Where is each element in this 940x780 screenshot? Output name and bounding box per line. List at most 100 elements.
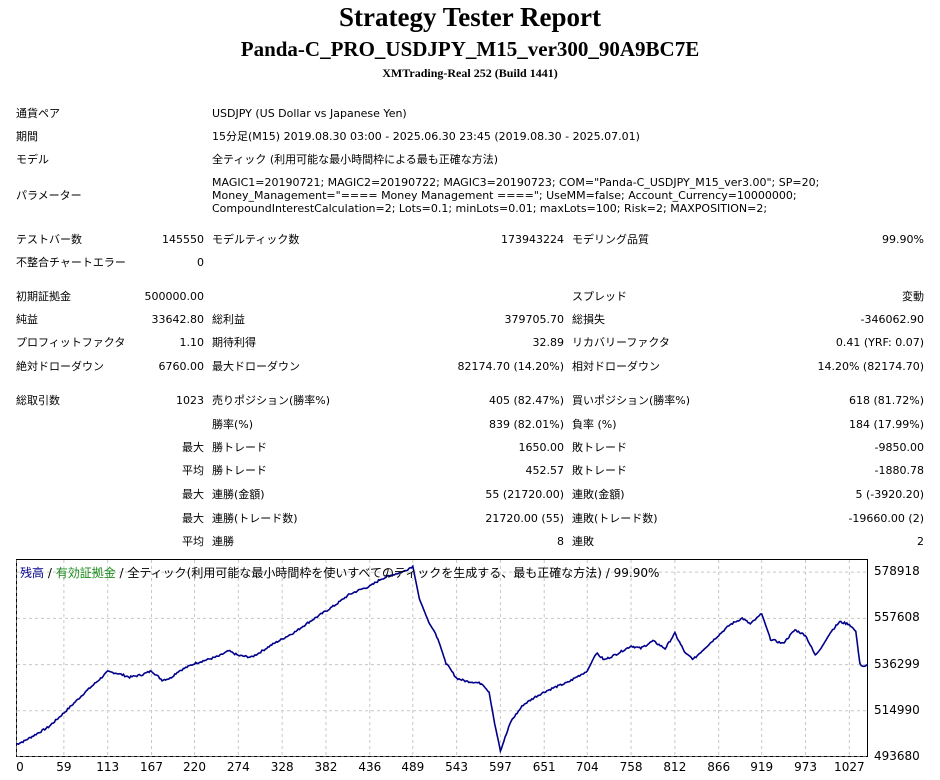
legend-balance: 残高 bbox=[20, 566, 45, 580]
x-tick-label: 167 bbox=[140, 760, 163, 774]
pf-label: プロフィットファクタ bbox=[16, 336, 126, 349]
x-tick-label: 543 bbox=[445, 760, 469, 774]
chart-frame bbox=[16, 559, 868, 757]
gross-loss-label: 総損失 bbox=[572, 313, 605, 326]
ticks-label: モデルティック数 bbox=[212, 233, 300, 246]
mismatch-value: 0 bbox=[197, 256, 204, 269]
loss-pct-value: 184 (17.99%) bbox=[848, 418, 924, 431]
x-tick-label: 436 bbox=[358, 760, 382, 774]
max-label-2: 最大 bbox=[182, 488, 204, 501]
x-tick-label: 651 bbox=[532, 760, 556, 774]
x-tick-label: 758 bbox=[619, 760, 643, 774]
deposit-label: 初期証拠金 bbox=[16, 290, 71, 303]
pair-label: 通貨ペア bbox=[16, 107, 60, 120]
avg-cons-win-value: 8 bbox=[557, 535, 564, 548]
max-label-3: 最大 bbox=[182, 512, 204, 525]
pair-value: USDJPY (US Dollar vs Japanese Yen) bbox=[212, 107, 407, 120]
recovery-label: リカバリーファクタ bbox=[572, 336, 670, 349]
y-tick-label: 578918 bbox=[874, 564, 920, 579]
cons-loss-money-label: 連敗(金額) bbox=[572, 488, 625, 501]
abs-dd-value: 6760.00 bbox=[158, 360, 205, 373]
x-tick-label: 919 bbox=[750, 760, 774, 774]
ticks-value: 173943224 bbox=[501, 233, 564, 246]
win-pct-label: 勝率(%) bbox=[212, 418, 254, 431]
x-tick-label: 59 bbox=[56, 760, 72, 774]
cons-loss-money-value: 5 (-3920.20) bbox=[855, 488, 924, 501]
spread-label: スプレッド bbox=[572, 290, 627, 303]
x-tick-label: 866 bbox=[707, 760, 731, 774]
cons-win-money-label: 連勝(金額) bbox=[212, 488, 265, 501]
expected-value: 32.89 bbox=[532, 336, 565, 349]
x-tick-label: 113 bbox=[96, 760, 120, 774]
period-value: 15分足(M15) 2019.08.30 03:00 - 2025.06.30 … bbox=[212, 130, 640, 143]
avg-label: 平均 bbox=[182, 464, 204, 477]
params-label: パラメーター bbox=[16, 189, 82, 202]
bars-label: テストバー数 bbox=[16, 233, 82, 246]
y-tick-label: 536299 bbox=[874, 656, 920, 671]
cons-win-trades-value: 21720.00 (55) bbox=[485, 512, 564, 525]
legend-rest: / 全ティック(利用可能な最小時間枠を使いすべてのティックを生成する、最も正確な… bbox=[115, 566, 660, 580]
x-tick-label: 489 bbox=[401, 760, 425, 774]
deposit-value: 500000.00 bbox=[144, 290, 205, 303]
x-tick-label: 382 bbox=[314, 760, 338, 774]
cons-win-money-value: 55 (21720.00) bbox=[485, 488, 564, 501]
avg-label-2: 平均 bbox=[182, 535, 204, 548]
quality-value: 99.90% bbox=[882, 233, 924, 246]
bars-value: 145550 bbox=[162, 233, 204, 246]
x-tick-label: 328 bbox=[270, 760, 294, 774]
long-label: 買いポジション(勝率%) bbox=[572, 394, 691, 407]
avg-win-label: 勝トレード bbox=[212, 464, 267, 477]
max-dd-label: 最大ドローダウン bbox=[212, 360, 300, 373]
x-tick-label: 0 bbox=[16, 760, 24, 774]
rel-dd-label: 相対ドローダウン bbox=[572, 360, 660, 373]
max-dd-value: 82174.70 (14.20%) bbox=[457, 360, 564, 373]
params-value: MAGIC1=20190721; MAGIC2=20190722; MAGIC3… bbox=[212, 176, 820, 215]
y-tick-label: 557608 bbox=[874, 610, 920, 625]
trades-label: 総取引数 bbox=[16, 394, 60, 407]
pf-value: 1.10 bbox=[179, 336, 205, 349]
gross-loss-value: -346062.90 bbox=[860, 313, 924, 326]
trades-value: 1023 bbox=[176, 394, 204, 407]
legend-equity: 有効証拠金 bbox=[55, 566, 116, 580]
y-tick-label: 493680 bbox=[874, 749, 920, 763]
recovery-value: 0.41 (YRF: 0.07) bbox=[835, 336, 924, 349]
avg-cons-loss-value: 2 bbox=[917, 535, 924, 548]
legend-sep: / bbox=[44, 566, 56, 580]
avg-cons-loss-label: 連敗 bbox=[572, 535, 594, 548]
report-title: Strategy Tester Report bbox=[339, 2, 601, 32]
x-tick-label: 812 bbox=[663, 760, 687, 774]
net-value: 33642.80 bbox=[151, 313, 205, 326]
abs-dd-label: 絶対ドローダウン bbox=[16, 360, 104, 373]
report-subtitle: Panda-C_PRO_USDJPY_M15_ver300_90A9BC7E bbox=[240, 37, 700, 61]
x-tick-label: 597 bbox=[488, 760, 512, 774]
max-label: 最大 bbox=[182, 441, 204, 454]
spread-value: 変動 bbox=[902, 290, 924, 303]
model-value: 全ティック (利用可能な最小時間枠による最も正確な方法) bbox=[212, 153, 499, 166]
chart-legend: 残高 / 有効証拠金 / 全ティック(利用可能な最小時間枠を使いすべてのティック… bbox=[20, 564, 659, 581]
x-tick-label: 1027 bbox=[834, 760, 865, 774]
max-win-value: 1650.00 bbox=[518, 441, 565, 454]
gross-profit-value: 379705.70 bbox=[504, 313, 565, 326]
cons-loss-trades-value: -19660.00 (2) bbox=[848, 512, 924, 525]
avg-win-value: 452.57 bbox=[525, 464, 565, 477]
rel-dd-value: 14.20% (82174.70) bbox=[817, 360, 924, 373]
x-tick-label: 220 bbox=[183, 760, 206, 774]
avg-loss-value: -1880.78 bbox=[874, 464, 924, 477]
gross-profit-label: 総利益 bbox=[212, 313, 245, 326]
y-tick-label: 514990 bbox=[874, 702, 920, 717]
series-line-balance bbox=[16, 564, 868, 754]
cons-loss-trades-label: 連敗(トレード数) bbox=[572, 512, 658, 525]
avg-cons-win-label: 連勝 bbox=[212, 535, 234, 548]
loss-pct-label: 負率 (%) bbox=[572, 418, 617, 431]
win-pct-value: 839 (82.01%) bbox=[488, 418, 564, 431]
long-value: 618 (81.72%) bbox=[848, 394, 924, 407]
max-loss-label: 敗トレード bbox=[572, 441, 627, 454]
max-win-label: 勝トレード bbox=[212, 441, 267, 454]
short-label: 売りポジション(勝率%) bbox=[212, 394, 331, 407]
balance-chart bbox=[16, 559, 868, 757]
x-tick-label: 973 bbox=[794, 760, 817, 774]
mismatch-label: 不整合チャートエラー bbox=[16, 256, 126, 269]
short-value: 405 (82.47%) bbox=[488, 394, 564, 407]
x-tick-label: 274 bbox=[226, 760, 250, 774]
server-build: XMTrading-Real 252 (Build 1441) bbox=[382, 66, 558, 80]
